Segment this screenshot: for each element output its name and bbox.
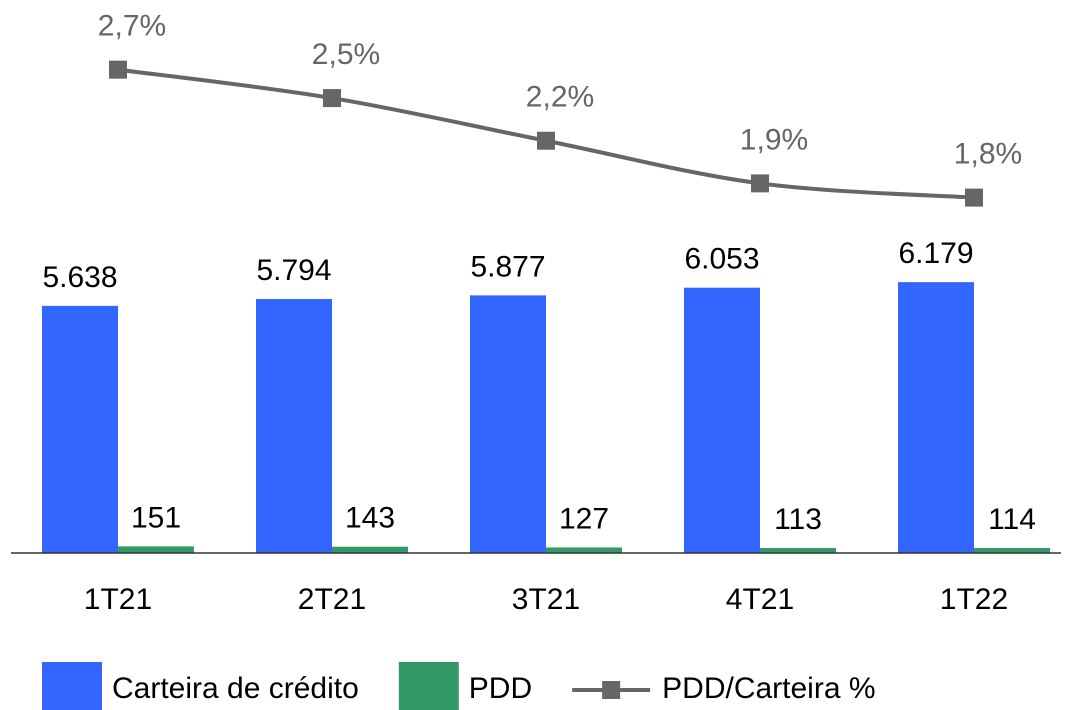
bar xyxy=(974,548,1050,553)
legend-label: Carteira de crédito xyxy=(112,672,359,705)
line-marker xyxy=(965,188,983,207)
data-label: 1,8% xyxy=(954,138,1022,171)
legend-label: PDD xyxy=(469,672,532,705)
bar xyxy=(760,548,836,553)
data-label: 151 xyxy=(131,501,181,534)
data-label: 5.638 xyxy=(42,261,117,294)
line-marker xyxy=(109,60,127,79)
bar xyxy=(256,299,332,553)
data-label: 5.877 xyxy=(470,250,545,283)
x-tick-label: 1T21 xyxy=(84,583,152,616)
line-marker xyxy=(751,174,769,193)
bar xyxy=(684,287,760,553)
data-label: 5.794 xyxy=(256,254,331,287)
data-label: 2,7% xyxy=(98,10,166,43)
bar xyxy=(470,295,546,553)
bar xyxy=(118,546,194,553)
data-label: 6.053 xyxy=(684,243,759,276)
bar xyxy=(546,547,622,553)
bar xyxy=(332,546,408,553)
bar xyxy=(898,282,974,553)
legend-swatch xyxy=(42,662,102,710)
data-label: 113 xyxy=(774,503,822,536)
line-marker xyxy=(323,89,341,108)
data-label: 143 xyxy=(345,502,395,535)
x-tick-label: 3T21 xyxy=(512,583,580,616)
x-tick-label: 4T21 xyxy=(726,583,794,616)
data-label: 1,9% xyxy=(740,123,808,156)
x-tick-label: 2T21 xyxy=(298,583,366,616)
line-marker xyxy=(537,131,555,150)
x-tick-label: 1T22 xyxy=(940,583,1008,616)
legend-label: PDD/Carteira % xyxy=(662,672,875,705)
data-label: 2,2% xyxy=(526,81,594,114)
data-label: 127 xyxy=(559,502,609,535)
legend-swatch xyxy=(398,662,459,710)
bar xyxy=(42,305,118,553)
data-label: 114 xyxy=(988,503,1036,536)
data-label: 6.179 xyxy=(898,237,973,270)
legend-marker xyxy=(602,681,621,699)
data-label: 2,5% xyxy=(312,38,380,71)
